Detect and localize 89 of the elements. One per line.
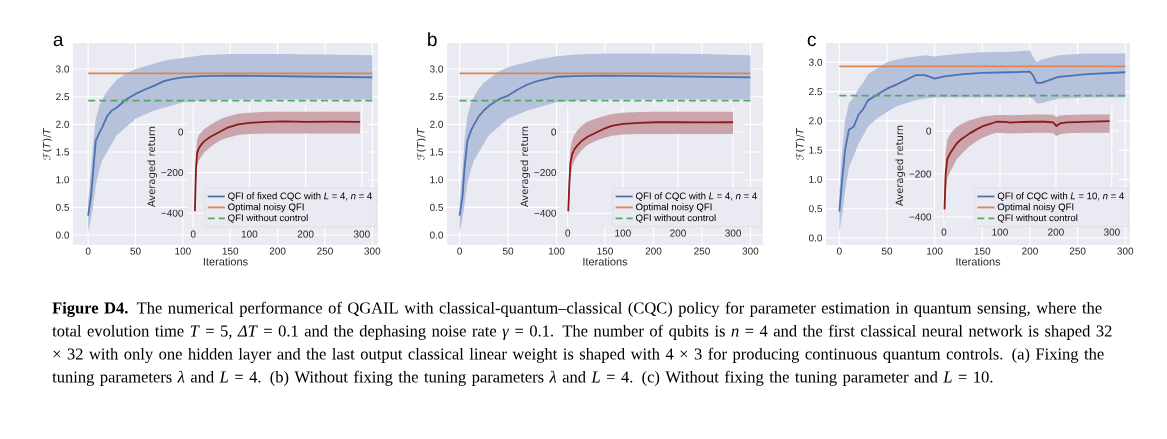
y-tick-label: 0.0 (808, 234, 823, 242)
y-axis-title: Averaged return (147, 126, 158, 207)
x-tick-label: 100 (175, 247, 191, 255)
x-tick-label: 150 (222, 247, 239, 255)
x-tick-label: 300 (1117, 247, 1134, 255)
legend-label: QFI without control (636, 214, 716, 223)
legend-label: QFI of CQC with L = 4, n = 4 (636, 192, 757, 202)
legend-label: QFI without control (997, 214, 1078, 223)
y-tick-label: 0.5 (55, 203, 70, 211)
y-tick-label: 2.0 (56, 120, 70, 128)
x-axis-title: Iterations (203, 257, 248, 266)
x-tick-label: 200 (269, 247, 286, 255)
x-tick-label: 200 (645, 247, 662, 255)
legend-label: Optimal noisy QFI (228, 203, 304, 213)
line-series (943, 120, 1111, 211)
y-axis-title: ℱ(T)/T (42, 127, 52, 160)
line-series (567, 121, 734, 213)
y-tick-label: 1.5 (809, 146, 823, 154)
y-tick-label: 0 (551, 128, 557, 136)
y-axis-title: ℱ(T)/T (416, 127, 426, 160)
x-tick-label: 100 (548, 247, 565, 255)
x-tick-label: 100 (615, 229, 631, 237)
y-tick-label: −200 (909, 170, 932, 178)
x-tick-label: 150 (974, 247, 991, 255)
x-tick-label: 300 (742, 247, 759, 255)
y-tick-label: 2.5 (430, 93, 444, 101)
y-axis-title: Averaged return (520, 126, 531, 207)
y-tick-label: −400 (161, 209, 184, 217)
y-tick-label: −400 (534, 209, 557, 217)
y-tick-label: 2.0 (809, 117, 823, 125)
legend-label: QFI of fixed CQC with L = 4, n = 4 (228, 192, 372, 202)
x-tick-label: 0 (565, 229, 571, 237)
y-tick-label: −400 (909, 213, 932, 221)
x-tick-label: 50 (881, 247, 893, 255)
x-tick-label: 300 (725, 229, 742, 237)
x-tick-label: 200 (297, 230, 314, 238)
line-series (838, 70, 1127, 213)
x-tick-label: 300 (1103, 228, 1120, 236)
y-tick-label: 3.0 (55, 65, 70, 73)
y-tick-label: 0.0 (429, 231, 444, 239)
y-tick-label: 0.5 (429, 203, 444, 211)
x-tick-label: 50 (502, 247, 514, 255)
y-tick-label: 2.5 (809, 88, 823, 96)
x-tick-label: 200 (670, 229, 686, 237)
x-tick-label: 200 (1048, 228, 1064, 236)
y-axis-title: ℱ(T)/T (795, 127, 805, 160)
y-tick-label: 1.0 (430, 176, 444, 184)
chart-title: c (807, 35, 816, 47)
y-tick-label: 3.0 (429, 65, 444, 73)
x-tick-label: 200 (1022, 247, 1038, 255)
y-tick-label: 0 (178, 128, 184, 136)
legend-label: QFI without control (228, 214, 308, 223)
x-tick-label: 0 (836, 247, 842, 255)
y-tick-label: 0.0 (55, 231, 70, 239)
x-tick-label: 250 (1069, 247, 1086, 255)
y-tick-label: 1.5 (430, 148, 444, 156)
x-tick-label: 300 (353, 230, 370, 238)
y-tick-label: 1.5 (56, 148, 70, 156)
x-tick-label: 300 (364, 247, 381, 255)
y-tick-label: 0 (926, 127, 932, 135)
x-tick-label: 150 (597, 247, 613, 255)
y-tick-label: 1.0 (56, 176, 70, 184)
legend-label: Optimal noisy QFI (997, 203, 1074, 213)
legend-label: Optimal noisy QFI (636, 203, 712, 213)
x-tick-label: 0 (85, 247, 91, 255)
x-tick-label: 100 (992, 228, 1008, 236)
x-tick-label: 0 (190, 230, 196, 238)
x-axis-title: Iterations (956, 257, 1001, 266)
chart-title: a (53, 35, 64, 47)
x-tick-label: 0 (457, 247, 462, 255)
x-tick-label: 100 (241, 230, 258, 238)
legend-label: QFI of CQC with L = 10, n = 4 (997, 192, 1124, 202)
y-tick-label: 3.0 (808, 58, 823, 66)
chart-title: b (428, 32, 437, 47)
y-tick-label: −200 (534, 169, 557, 177)
x-tick-label: 250 (694, 247, 710, 255)
y-tick-label: −200 (161, 169, 184, 177)
y-tick-label: 2.5 (56, 93, 70, 101)
text: Figure D4. The numerical performance of QGAIL with classical-quantum–classical (CQC) policy for parameter estimation in quantum sensing, where the total evolution time T = 5, ΔT = 0.1 and the dephasing noise rate γ = 0.1. The number of qubits is n = 4 and the first classical neural network is shaped 32 × 32 with only one hidden layer and the last output classical linear weight is shaped with 4 × 3 for producing continuous quantum controls. (a) Fixing the tuning parameters λ and L = 4. (b) Without fixing the tuning parameters λ and L = 4. (c) Without fixing the tuning parameter and L = 10. (52, 301, 1112, 386)
line-series (193, 120, 362, 213)
y-tick-label: 2.0 (430, 120, 444, 128)
x-tick-label: 0 (941, 228, 947, 236)
x-tick-label: 50 (130, 247, 141, 255)
x-tick-label: 250 (317, 247, 333, 255)
y-tick-label: 1.0 (809, 175, 823, 183)
x-axis-title: Iterations (583, 257, 628, 266)
x-tick-label: 100 (927, 247, 943, 255)
y-tick-label: 0.5 (808, 205, 823, 213)
y-axis-title: Averaged return (895, 125, 906, 206)
